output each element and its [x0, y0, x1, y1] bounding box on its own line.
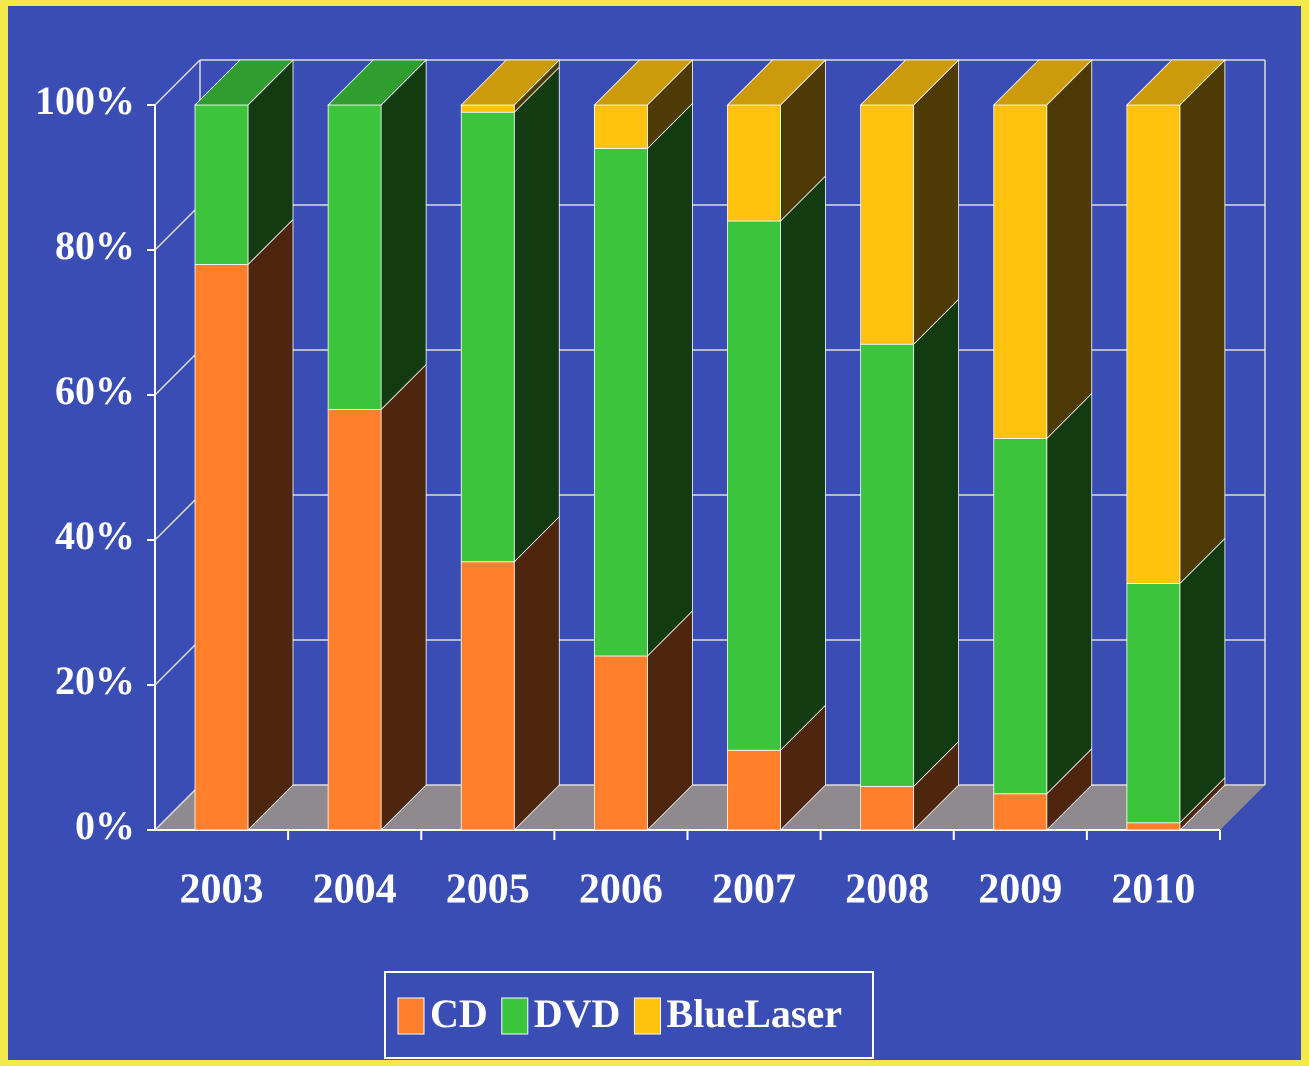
legend-swatch	[397, 997, 425, 1035]
bar-side	[1046, 392, 1093, 795]
legend-label: BlueLaser	[666, 991, 842, 1036]
bar-top	[460, 59, 561, 106]
grid-line-side	[154, 349, 201, 396]
bar	[194, 264, 249, 831]
legend-swatch	[501, 997, 529, 1035]
bar-side	[913, 59, 960, 346]
y-tick-label: 80%	[55, 223, 135, 268]
bar	[327, 409, 382, 831]
y-tick-label: 100%	[35, 78, 135, 123]
grid-line-side	[154, 59, 201, 106]
bar-top	[1125, 59, 1226, 106]
bar-side	[913, 298, 960, 788]
bar-top	[726, 59, 827, 106]
x-tick-label: 2004	[313, 867, 397, 913]
x-tick-label: 2006	[579, 867, 663, 913]
grid-line-side	[154, 204, 201, 251]
bar-side	[1179, 59, 1226, 585]
grid-line-side	[154, 784, 201, 831]
bar-side	[1179, 537, 1226, 824]
bar	[593, 104, 648, 149]
bar	[327, 104, 382, 410]
grid-line-side	[154, 494, 201, 541]
x-tick-label: 2003	[180, 867, 264, 913]
bar	[593, 655, 648, 831]
bar-side	[646, 102, 693, 657]
bar-side	[380, 363, 427, 831]
bar-top	[992, 59, 1093, 106]
floor	[155, 785, 1265, 830]
bar	[727, 749, 781, 831]
bar	[860, 343, 915, 787]
grid-line-side	[154, 639, 201, 686]
bar	[1126, 583, 1181, 824]
bar-side	[513, 66, 560, 563]
x-tick-label: 2005	[446, 867, 530, 913]
bar-side	[513, 515, 560, 831]
bar-side	[380, 59, 427, 411]
y-tick-label: 0%	[75, 803, 135, 848]
bar	[460, 111, 515, 563]
x-tick-label: 2008	[845, 867, 929, 913]
y-tick-label: 60%	[55, 368, 135, 413]
y-tick-label: 40%	[55, 513, 135, 558]
bar-side	[1046, 59, 1093, 440]
legend-box	[384, 971, 874, 1059]
y-tick-label: 20%	[55, 658, 135, 703]
bar-top	[194, 59, 294, 106]
x-tick-label: 2009	[978, 867, 1062, 913]
bar	[460, 104, 515, 113]
bar	[1126, 822, 1181, 831]
bar-top	[593, 59, 694, 106]
bar	[1126, 104, 1181, 584]
bar	[993, 438, 1048, 795]
bar-top	[859, 59, 960, 106]
bar	[727, 104, 781, 222]
bar-top	[327, 59, 428, 106]
bar	[860, 104, 915, 345]
bar-side	[780, 175, 826, 752]
bar	[460, 561, 515, 831]
bar	[727, 220, 781, 751]
bar-side	[247, 218, 294, 831]
x-tick-label: 2010	[1111, 867, 1195, 913]
legend-label: DVD	[534, 991, 621, 1036]
bar	[194, 104, 249, 265]
bar	[593, 148, 648, 657]
bar	[993, 104, 1048, 439]
bar	[993, 793, 1048, 831]
legend-swatch	[633, 997, 661, 1035]
legend-label: CD	[430, 991, 488, 1036]
x-tick-label: 2007	[712, 867, 796, 913]
bar	[860, 786, 915, 831]
